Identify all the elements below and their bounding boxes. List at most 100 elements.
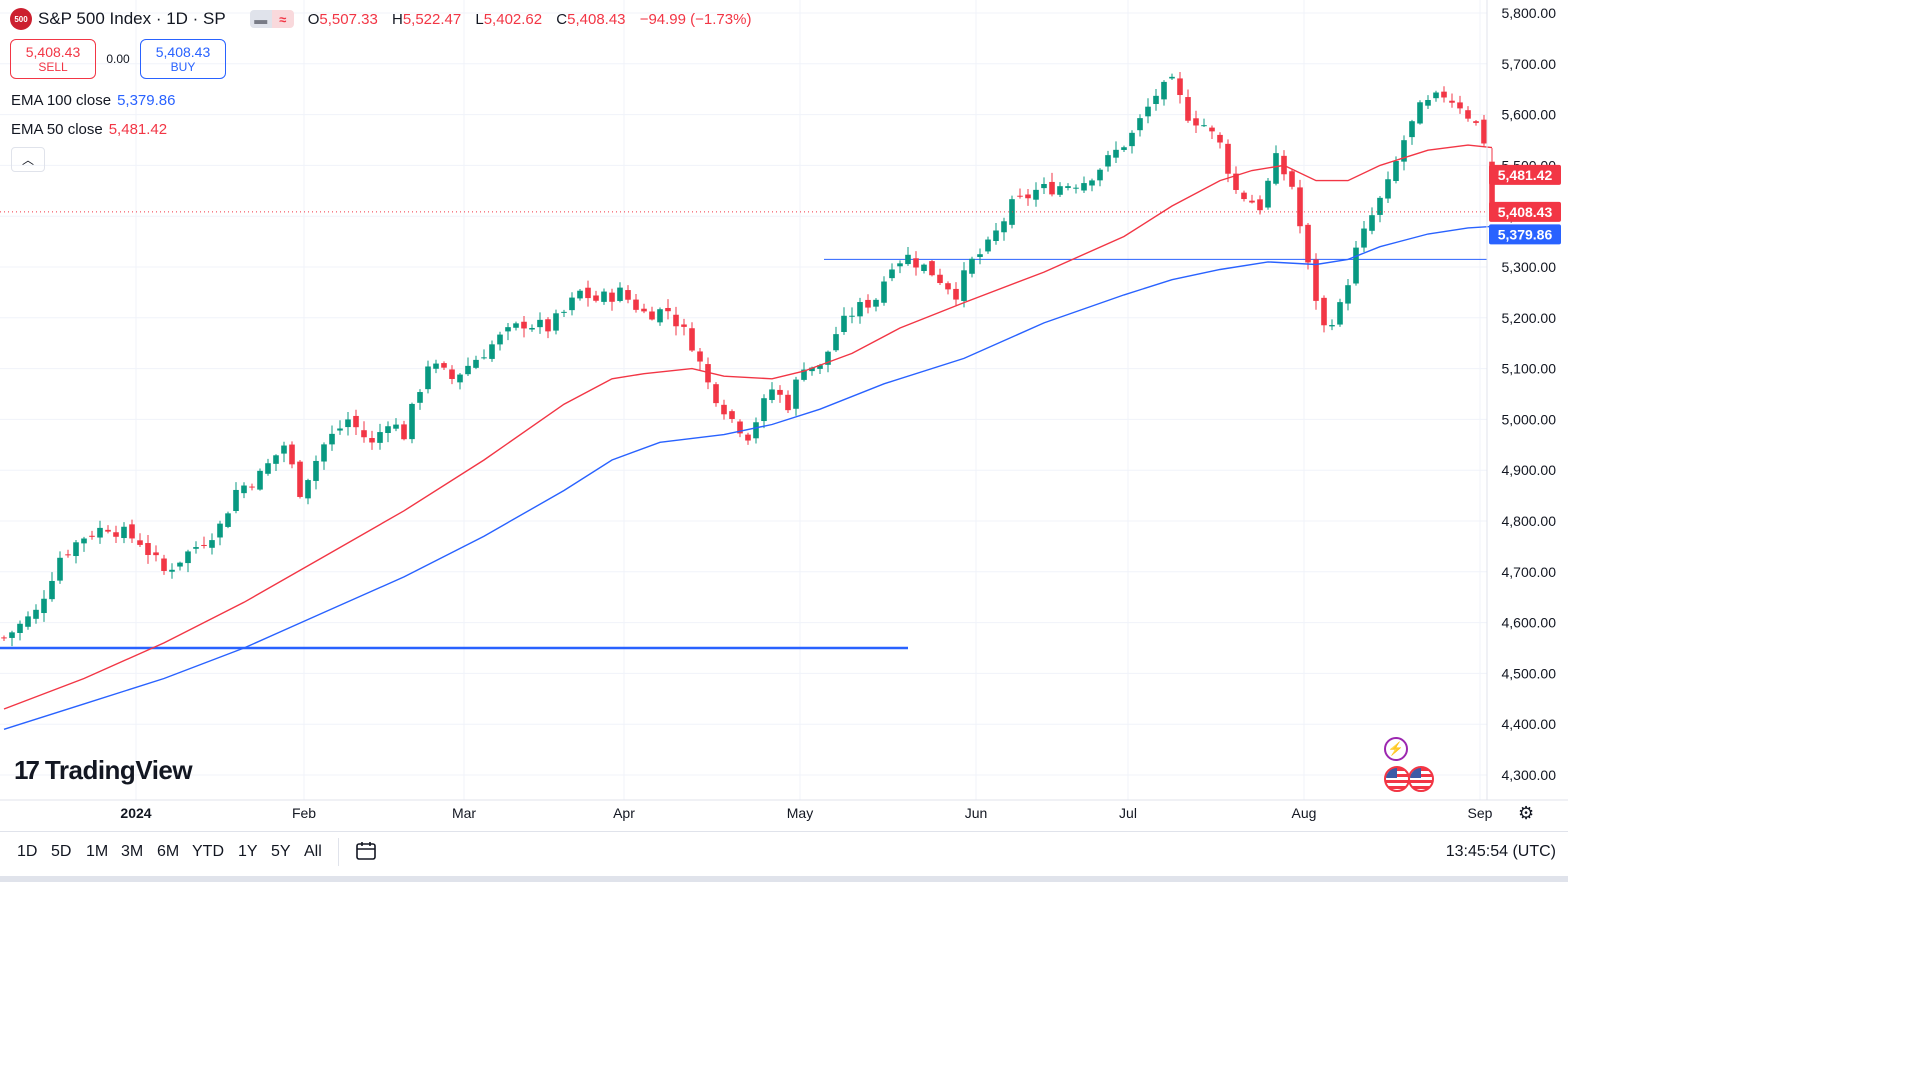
candle-body <box>1089 180 1095 186</box>
range-button-6m[interactable]: 6M <box>157 843 180 860</box>
candle-body <box>1473 121 1479 123</box>
candle-body <box>1321 297 1327 326</box>
footer-strip <box>0 876 1568 882</box>
candle-body <box>249 486 255 488</box>
range-button-1d[interactable]: 1D <box>17 843 38 860</box>
candle-body <box>1409 121 1415 138</box>
ohlc-values: O5,507.33 H5,522.47 L5,402.62 C5,408.43 … <box>307 10 752 28</box>
price-axis: 4,300.00 4,400.00 4,500.00 4,600.00 4,700.00… <box>1502 5 1557 783</box>
price-tick-label: 5,100.00 <box>1502 361 1557 377</box>
candle-body <box>649 311 655 320</box>
candle-body <box>129 524 135 539</box>
price-tick-label: 5,700.00 <box>1502 56 1557 72</box>
lightning-event-icon[interactable]: ⚡ <box>1384 737 1408 761</box>
candle-body <box>353 415 359 428</box>
candle-body <box>521 321 527 329</box>
candle-body <box>97 527 103 538</box>
candle-body <box>953 288 959 300</box>
buy-button[interactable]: 5,408.43 BUY <box>140 39 226 79</box>
range-button-3m[interactable]: 3M <box>121 843 144 860</box>
range-button-ytd[interactable]: YTD <box>192 843 224 860</box>
candle-body <box>1313 259 1319 301</box>
candle-body <box>1081 183 1087 191</box>
candle-body <box>1001 221 1007 233</box>
price-tick-label: 5,600.00 <box>1502 107 1557 123</box>
candle-body <box>241 485 247 494</box>
candle-body <box>1441 91 1447 98</box>
candle-body <box>1337 302 1343 325</box>
candle-body <box>1249 200 1255 203</box>
calendar-icon[interactable] <box>355 840 377 862</box>
candle-body <box>1 637 7 639</box>
low-value: 5,402.62 <box>483 10 543 28</box>
candle-body <box>425 366 431 390</box>
price-tick-label: 4,900.00 <box>1502 462 1557 478</box>
candle-body <box>1353 247 1359 284</box>
candle-body <box>193 547 199 549</box>
candle-body <box>201 544 207 546</box>
candle-body <box>1185 97 1191 121</box>
candle-body <box>1113 149 1119 158</box>
us-flag-icon[interactable] <box>1408 766 1434 792</box>
ema100-legend[interactable]: EMA 100 close 5,379.86 <box>11 92 176 109</box>
candle-body <box>321 444 327 462</box>
candle-body <box>889 269 895 279</box>
candle-body <box>441 363 447 368</box>
symbol-logo: 500 <box>10 8 32 30</box>
ema50-legend[interactable]: EMA 50 close 5,481.42 <box>11 121 168 138</box>
time-axis: 2024 Feb Mar Apr May Jun Jul Aug Sep <box>120 805 1492 821</box>
candle-body <box>1297 187 1303 227</box>
candle-body <box>113 532 119 537</box>
candle-body <box>617 287 623 301</box>
candle-body <box>585 287 591 299</box>
candle-body <box>737 421 743 434</box>
time-tick-label: May <box>787 805 813 821</box>
range-button-5y[interactable]: 5Y <box>271 843 291 860</box>
minus-icon[interactable]: ▬ <box>249 10 272 28</box>
range-button-5d[interactable]: 5D <box>51 843 72 860</box>
candle-body <box>1033 189 1039 200</box>
range-button-1m[interactable]: 1M <box>86 843 109 860</box>
price-tick-label: 5,300.00 <box>1502 259 1557 275</box>
collapse-legend-button[interactable]: ︿ <box>11 147 45 172</box>
ema100-line <box>3 225 1493 730</box>
approx-icon[interactable]: ≈ <box>271 10 294 28</box>
sell-button[interactable]: 5,408.43 SELL <box>10 39 96 79</box>
tradingview-logo: 17 TradingView <box>14 755 193 785</box>
candle-body <box>449 369 455 379</box>
price-label-box <box>1489 164 1561 185</box>
candle-body <box>9 632 15 638</box>
candle-body <box>793 379 799 409</box>
candle-body <box>945 283 951 290</box>
price-tick-label: 4,400.00 <box>1502 716 1557 732</box>
candle-body <box>1457 102 1463 109</box>
candle-body <box>809 367 815 372</box>
us-flag-icon[interactable] <box>1384 766 1410 792</box>
candle-body <box>553 313 559 331</box>
candle-body <box>41 598 47 614</box>
candle-body <box>1273 153 1279 184</box>
candle-body <box>825 351 831 365</box>
candle-body <box>1329 325 1335 327</box>
candle-body <box>225 513 231 527</box>
ema-lines <box>3 144 1493 730</box>
candle-body <box>1489 161 1495 212</box>
candle-body <box>1241 192 1247 200</box>
candle-body <box>609 292 615 302</box>
tv-mark-icon: 17 <box>14 755 40 785</box>
clock[interactable]: 13:45:54 (UTC) <box>1445 843 1556 860</box>
candle-body <box>465 365 471 375</box>
time-tick-label: Apr <box>613 805 635 821</box>
candle-body <box>161 558 167 571</box>
candle-body <box>641 308 647 312</box>
price-tick-label: 5,200.00 <box>1502 310 1557 326</box>
range-button-1y[interactable]: 1Y <box>238 843 258 860</box>
symbol-title[interactable]: S&P 500 Index · 1D · SP <box>38 9 226 28</box>
candle-body <box>1393 160 1399 181</box>
range-button-all[interactable]: All <box>304 843 322 860</box>
gear-icon[interactable]: ⚙ <box>1518 803 1535 823</box>
candle-body <box>1129 132 1135 147</box>
candle-body <box>497 334 503 345</box>
ema50-line <box>3 144 1493 710</box>
price-chart[interactable]: 4,300.00 4,400.00 4,500.00 4,600.00 4,700.00… <box>0 0 1568 830</box>
